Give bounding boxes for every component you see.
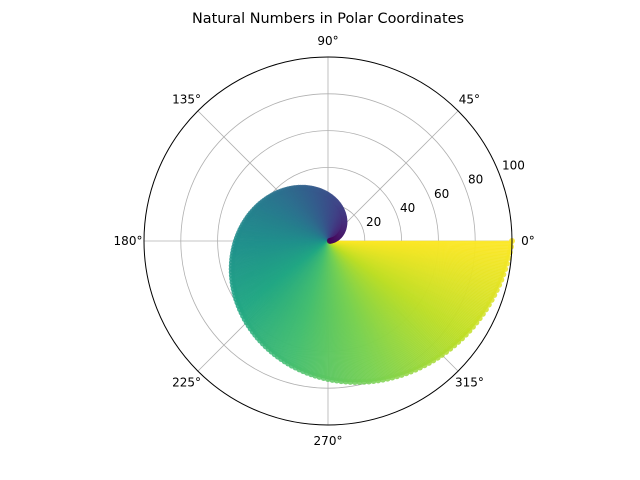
data-point-marker — [455, 338, 462, 345]
data-point-marker — [365, 378, 372, 385]
data-point-marker — [333, 377, 340, 384]
data-point-marker — [430, 357, 437, 364]
data-point-marker — [338, 378, 345, 385]
data-point-marker — [485, 301, 492, 308]
data-point-marker — [476, 315, 483, 322]
data-point-marker — [329, 376, 336, 383]
data-point-marker — [361, 378, 368, 385]
r-tick-label: 40 — [400, 201, 415, 215]
data-point-marker — [416, 364, 423, 371]
data-point-marker — [473, 319, 480, 326]
data-point-marker — [379, 376, 386, 383]
theta-tick-label: 270° — [314, 434, 343, 448]
data-point-marker — [389, 374, 396, 381]
data-point-marker — [347, 378, 354, 385]
data-point-marker — [502, 266, 509, 273]
data-point-marker — [425, 359, 432, 366]
r-tick-label: 20 — [366, 215, 381, 229]
data-point-marker — [351, 378, 358, 385]
data-point-marker — [393, 373, 400, 380]
grid-radial-line — [327, 110, 459, 242]
data-point-marker — [407, 368, 414, 375]
data-point-marker — [503, 260, 510, 267]
polar-axis-spine — [143, 56, 513, 426]
data-point-marker — [507, 243, 514, 250]
data-point-marker — [412, 366, 419, 373]
data-point-marker — [458, 335, 465, 342]
data-point-marker — [434, 354, 441, 361]
r-tick-label: 80 — [468, 173, 483, 187]
data-point-marker — [479, 310, 486, 317]
theta-tick-label: 135° — [172, 93, 201, 107]
theta-tick-label: 0° — [521, 234, 535, 248]
data-point-marker — [342, 378, 349, 385]
tick-labels: 0° 45° 90° 135° 180° 225° 270° 315° 20 40 60 80 100 — [114, 34, 535, 448]
data-point-marker — [438, 351, 445, 358]
theta-tick-label: 315° — [455, 375, 484, 389]
data-marks — [228, 184, 515, 385]
data-point-marker — [447, 345, 454, 352]
data-point-marker — [384, 375, 391, 382]
theta-tick-label: 225° — [172, 375, 201, 389]
data-point-marker — [500, 271, 507, 278]
data-point-marker — [421, 362, 428, 369]
data-point-marker — [398, 371, 405, 378]
r-tick-label: 100 — [502, 159, 525, 173]
r-tick-label: 60 — [434, 187, 449, 201]
data-point-marker — [493, 287, 500, 294]
data-point-marker — [469, 323, 476, 330]
data-point-marker — [443, 348, 450, 355]
chart-title: Natural Numbers in Polar Coordinates — [192, 11, 464, 27]
data-point-marker — [482, 306, 489, 313]
data-point-marker — [451, 342, 458, 349]
data-point-marker — [496, 281, 503, 288]
data-point-marker — [488, 296, 495, 303]
data-point-marker — [498, 276, 505, 283]
data-point-marker — [370, 378, 377, 384]
data-point-marker — [375, 377, 382, 384]
data-point-marker — [356, 378, 363, 385]
theta-tick-label: 45° — [459, 93, 480, 107]
data-point-marker — [491, 292, 498, 299]
data-point-marker — [462, 331, 469, 338]
data-point-marker — [505, 255, 512, 262]
theta-tick-label: 180° — [114, 234, 143, 248]
data-point-marker — [403, 370, 410, 377]
theta-tick-label: 90° — [317, 34, 338, 48]
data-point-marker — [466, 327, 473, 334]
